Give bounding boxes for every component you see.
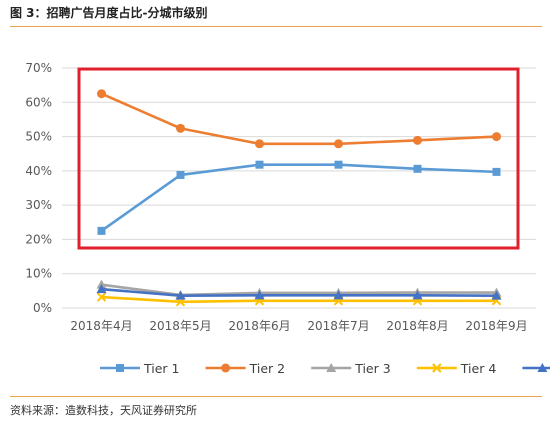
y-tick-label: 30% — [25, 198, 52, 212]
data-point-other — [491, 290, 502, 300]
legend-item-tier-3: Tier 3 — [311, 361, 391, 376]
series-line-tier-3 — [101, 283, 497, 297]
legend-label: Tier 3 — [354, 361, 390, 376]
data-point-tier-2 — [492, 132, 501, 142]
series-line-tier-1 — [100, 163, 497, 232]
series-line-other — [101, 287, 497, 297]
x-tick-label: 2018年6月 — [228, 319, 290, 333]
legend-marker — [326, 363, 337, 372]
legend-marker — [432, 363, 442, 373]
gridlines — [62, 67, 536, 309]
legend-marker — [537, 363, 548, 372]
legend: Tier 1 Tier 2 Tier 3 Tier 4 Other — [100, 361, 550, 376]
x-tick-label: 2018年4月 — [70, 319, 132, 333]
data-point-tier-2 — [97, 89, 106, 99]
legend-marker — [221, 363, 231, 373]
series-line-tier-2 — [100, 92, 497, 146]
legend-item-tier-1: Tier 1 — [100, 361, 179, 376]
legend-label: Tier 4 — [460, 361, 497, 376]
data-point-other — [333, 290, 344, 300]
highlight-box — [77, 67, 520, 250]
data-point-tier-2 — [176, 123, 185, 133]
y-tick-label: 50% — [25, 130, 52, 144]
series-tier-1 — [97, 160, 501, 235]
y-axis-ticks: 0% 10% 20% 30% 40% 50% 60% 70% — [25, 61, 52, 315]
x-tick-label: 2018年9月 — [465, 319, 527, 333]
data-point-tier-1 — [255, 160, 264, 169]
bottom-divider — [10, 396, 542, 397]
x-axis-ticks: 2018年4月 2018年5月 2018年6月 2018年7月 2018年8月 2018年… — [70, 319, 527, 333]
data-point-other — [412, 290, 423, 300]
data-point-tier-1 — [413, 164, 422, 173]
series-group — [96, 89, 502, 307]
data-point-tier-2 — [255, 139, 264, 149]
data-point-tier-1 — [97, 226, 106, 235]
y-tick-label: 20% — [25, 232, 52, 246]
legend-item-tier-2: Tier 2 — [205, 361, 285, 376]
data-point-tier-1 — [176, 170, 185, 179]
y-tick-label: 10% — [25, 267, 52, 281]
source-note: 资料来源：造数科技，天风证券研究所 — [10, 404, 197, 417]
highlight-rect — [77, 67, 520, 250]
data-point-tier-1 — [334, 160, 343, 169]
series-tier-2 — [97, 89, 501, 149]
data-point-other — [175, 290, 186, 300]
data-point-tier-2 — [334, 139, 343, 149]
legend-label: Tier 1 — [143, 361, 179, 376]
data-point-other — [96, 284, 107, 294]
figure-title: 图 3：招聘广告月度占比-分城市级别 — [10, 6, 208, 20]
data-point-tier-1 — [492, 167, 501, 176]
y-tick-label: 60% — [25, 95, 52, 109]
top-divider — [10, 26, 542, 27]
x-tick-label: 2018年8月 — [386, 319, 448, 333]
y-tick-label: 0% — [33, 301, 52, 315]
series-other — [96, 284, 502, 300]
x-tick-label: 2018年5月 — [149, 319, 211, 333]
legend-label: Tier 2 — [249, 361, 285, 376]
data-point-tier-4 — [96, 292, 107, 302]
legend-marker — [116, 364, 124, 372]
data-point-other — [254, 290, 265, 300]
y-tick-label: 70% — [25, 61, 52, 75]
legend-item-tier-4: Tier 4 — [416, 361, 497, 376]
x-tick-label: 2018年7月 — [307, 319, 369, 333]
data-point-tier-2 — [413, 135, 422, 145]
legend-item-other: Other — [522, 363, 550, 372]
series-line-tier-4 — [101, 295, 497, 304]
y-tick-label: 40% — [25, 164, 52, 178]
